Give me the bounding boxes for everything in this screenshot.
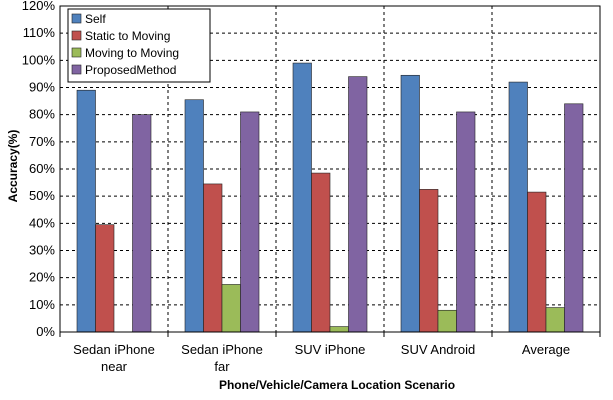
legend-swatch [71, 13, 82, 24]
y-tick-label: 120% [22, 0, 56, 13]
legend-swatch [71, 64, 82, 75]
y-tick-label: 80% [29, 107, 55, 122]
y-tick-label: 40% [29, 215, 55, 230]
x-tick-label: far [214, 359, 230, 374]
legend-label: Moving to Moving [85, 46, 179, 60]
bar [311, 172, 331, 333]
axes [59, 5, 601, 337]
x-tick-label: SUV Android [401, 342, 475, 357]
legend-label: ProposedMethod [85, 63, 176, 77]
y-tick-label: 70% [29, 134, 55, 149]
plot-area-border [59, 5, 601, 333]
bar [564, 103, 584, 333]
bar [400, 74, 420, 333]
x-tick-label: SUV iPhone [295, 342, 366, 357]
bar [437, 309, 457, 333]
x-tick-label: Sedan iPhone [181, 342, 263, 357]
bar [348, 76, 368, 333]
bar [132, 114, 152, 333]
bar [508, 81, 528, 333]
bar [419, 189, 439, 333]
bar [292, 62, 312, 333]
x-axis-title: Phone/Vehicle/Camera Location Scenario [219, 378, 455, 392]
bar [329, 326, 349, 333]
bar [456, 111, 476, 333]
y-tick-label: 50% [29, 188, 55, 203]
bar [95, 224, 115, 333]
y-tick-label: 10% [29, 297, 55, 312]
x-tick-label: Sedan iPhone [73, 342, 155, 357]
y-tick-labels: 0% 10% 20% 30% 40% 50% 60% 70% 80% 90% 100% 110% 120… [22, 0, 56, 339]
legend-label: Static to Moving [85, 29, 170, 43]
legend-box [67, 8, 211, 83]
legend-swatch [71, 47, 82, 58]
bar [221, 284, 241, 333]
x-tick-label: near [101, 359, 128, 374]
y-tick-label: 90% [29, 80, 55, 95]
legend: Self Static to Moving Moving to Moving Prop… [67, 8, 211, 83]
bar [545, 307, 565, 333]
y-tick-label: 110% [23, 25, 56, 40]
y-tick-label: 0% [36, 324, 55, 339]
x-tick-labels: Sedan iPhone near Sedan iPhone far SUV iPhon… [73, 342, 570, 374]
bar [203, 183, 223, 333]
y-tick-label: 100% [22, 52, 56, 67]
legend-label: Self [85, 12, 106, 26]
y-axis-title: Accuracy(%) [6, 130, 20, 203]
bars [76, 62, 584, 333]
bar [527, 191, 547, 333]
bar [184, 99, 204, 333]
legend-swatch [71, 30, 82, 41]
bar [240, 111, 260, 333]
y-tick-label: 20% [29, 270, 55, 285]
x-tick-label: Average [522, 342, 570, 357]
y-tick-label: 30% [29, 243, 55, 258]
y-tick-label: 60% [29, 161, 55, 176]
bar [76, 89, 96, 333]
